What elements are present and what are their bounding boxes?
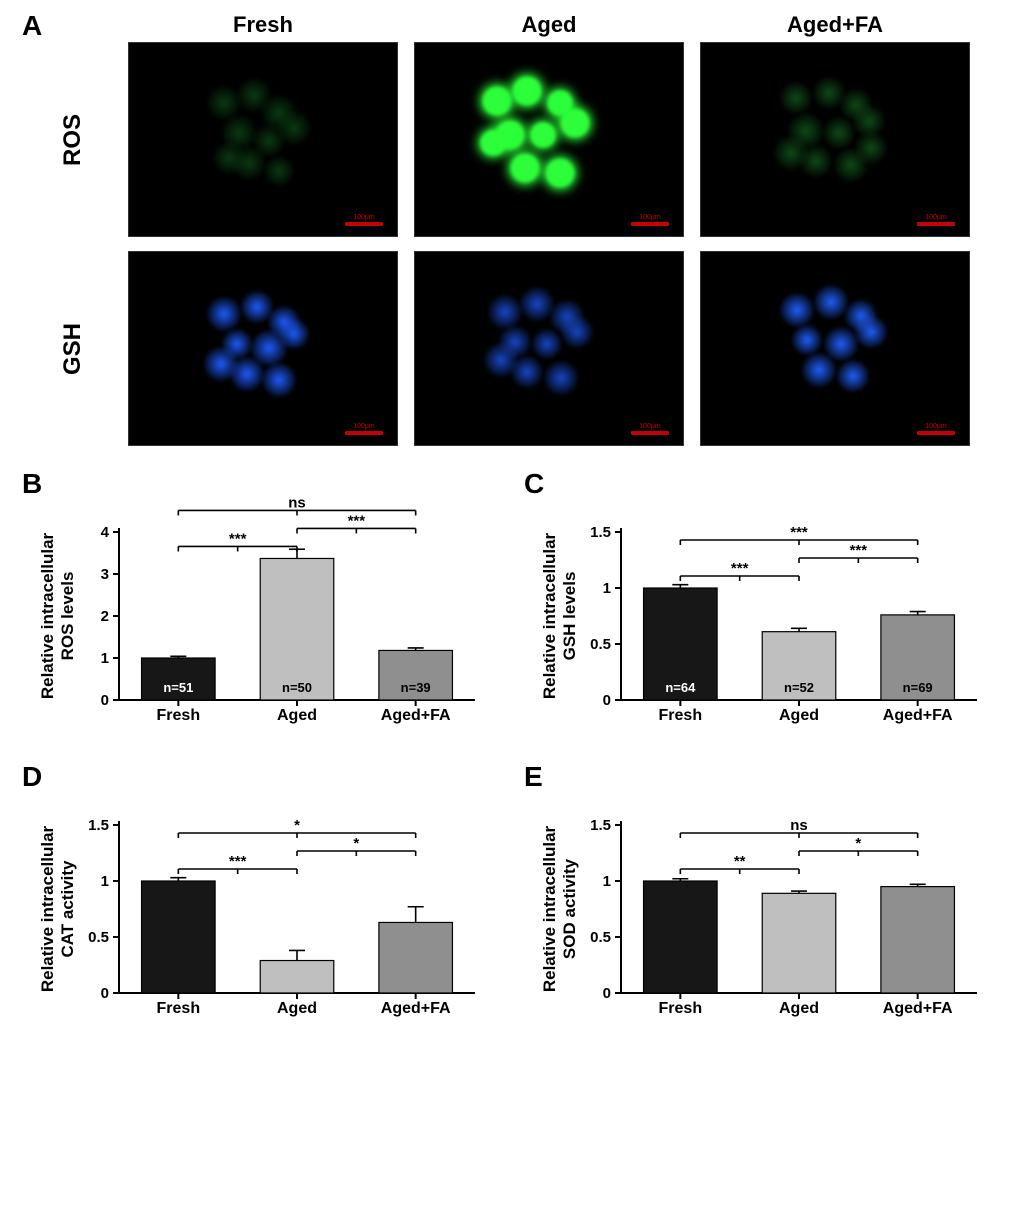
image-row-gsh: GSH 100μm 100μm 100μm [18, 251, 1002, 446]
svg-text:0: 0 [101, 692, 109, 709]
row-label-gsh: GSH [59, 294, 87, 404]
svg-text:Aged+FA: Aged+FA [381, 1000, 451, 1017]
panel-a: A Fresh Aged Aged+FA ROS100μm100μm100μmG… [18, 12, 1002, 446]
scale-bar: 100μm [631, 423, 669, 435]
panel-b: B 01234Relative intracellularROS levelsF… [28, 474, 490, 739]
micrograph: 100μm [700, 42, 970, 237]
svg-text:***: *** [790, 524, 808, 541]
svg-text:*: * [855, 835, 861, 852]
scale-bar: 100μm [917, 423, 955, 435]
panel-a-label: A [22, 10, 42, 42]
svg-text:0: 0 [603, 985, 611, 1002]
svg-text:1: 1 [603, 580, 611, 597]
svg-text:Relative intracellular: Relative intracellular [540, 825, 559, 992]
svg-text:Fresh: Fresh [157, 707, 201, 724]
svg-text:1: 1 [603, 873, 611, 890]
svg-text:4: 4 [101, 524, 110, 541]
chart-gsh: 0 0.5 1 1.5 Relative intracellularGSH levels… [530, 474, 992, 734]
panel-e-label: E [524, 761, 543, 793]
panel-c: C 00.511.5Relative intracellularGSH leve… [530, 474, 992, 739]
svg-text:***: *** [348, 512, 366, 529]
svg-text:1.5: 1.5 [88, 817, 109, 834]
svg-text:SOD activity: SOD activity [560, 858, 579, 959]
col-header-fresh: Fresh [128, 12, 398, 38]
micrograph: 100μm [700, 251, 970, 446]
svg-text:Aged: Aged [277, 707, 317, 724]
chart-sod: 0 0.5 1 1.5 Relative intracellularSOD activi… [530, 767, 992, 1027]
svg-text:0: 0 [101, 985, 109, 1002]
svg-text:0.5: 0.5 [590, 929, 611, 946]
svg-text:Relative intracellular: Relative intracellular [540, 532, 559, 699]
svg-text:Fresh: Fresh [659, 707, 703, 724]
micrograph: 100μm [414, 42, 684, 237]
svg-text:n=69: n=69 [903, 680, 933, 695]
svg-text:1: 1 [101, 873, 109, 890]
svg-text:***: *** [229, 853, 247, 870]
charts-grid: B 01234Relative intracellularROS levelsF… [18, 474, 1002, 1032]
panel-d-label: D [22, 761, 42, 793]
scale-bar: 100μm [631, 214, 669, 226]
svg-text:n=39: n=39 [401, 680, 431, 695]
svg-text:2: 2 [101, 608, 109, 625]
svg-text:Fresh: Fresh [659, 1000, 703, 1017]
svg-text:3: 3 [101, 566, 109, 583]
svg-text:CAT activity: CAT activity [58, 860, 77, 958]
svg-text:Aged: Aged [277, 1000, 317, 1017]
scientific-figure: A Fresh Aged Aged+FA ROS100μm100μm100μmG… [0, 0, 1020, 1056]
svg-text:1.5: 1.5 [590, 524, 611, 541]
panel-a-column-headers: Fresh Aged Aged+FA [128, 12, 1002, 38]
micrograph: 100μm [414, 251, 684, 446]
micrograph: 100μm [128, 42, 398, 237]
svg-text:GSH levels: GSH levels [560, 572, 579, 661]
svg-text:0.5: 0.5 [590, 636, 611, 653]
svg-text:0: 0 [603, 692, 611, 709]
panel-b-label: B [22, 468, 42, 500]
chart-cat: 0 0.5 1 1.5 Relative intracellularCAT activi… [28, 767, 490, 1027]
svg-text:Aged: Aged [779, 1000, 819, 1017]
svg-text:n=51: n=51 [163, 680, 193, 695]
scale-bar: 100μm [345, 423, 383, 435]
svg-text:ns: ns [288, 494, 306, 511]
svg-text:*: * [294, 817, 300, 834]
svg-text:Aged+FA: Aged+FA [381, 707, 451, 724]
svg-text:n=52: n=52 [784, 680, 814, 695]
svg-text:***: *** [229, 530, 247, 547]
svg-text:Relative intracellular: Relative intracellular [38, 825, 57, 992]
col-header-aged: Aged [414, 12, 684, 38]
svg-text:*: * [353, 835, 359, 852]
svg-text:1: 1 [101, 650, 109, 667]
micrograph: 100μm [128, 251, 398, 446]
svg-text:ROS levels: ROS levels [58, 572, 77, 661]
row-label-ros: ROS [59, 85, 87, 195]
svg-text:0.5: 0.5 [88, 929, 109, 946]
svg-text:***: *** [850, 542, 868, 559]
svg-text:Aged+FA: Aged+FA [883, 1000, 953, 1017]
scale-bar: 100μm [345, 214, 383, 226]
image-row-ros: ROS 100μm 100μm 100μm [18, 42, 1002, 237]
svg-text:Relative intracellular: Relative intracellular [38, 532, 57, 699]
svg-text:1.5: 1.5 [590, 817, 611, 834]
svg-text:***: *** [731, 560, 749, 577]
scale-bar: 100μm [917, 214, 955, 226]
chart-ros: 0 1 2 3 4 Relative intracellularROS levels Fre… [28, 474, 490, 734]
panel-c-label: C [524, 468, 544, 500]
svg-text:ns: ns [790, 817, 808, 834]
svg-text:n=64: n=64 [665, 680, 696, 695]
svg-text:n=50: n=50 [282, 680, 312, 695]
svg-text:Aged+FA: Aged+FA [883, 707, 953, 724]
panel-e: E 00.511.5Relative intracellularSOD acti… [530, 767, 992, 1032]
svg-text:**: ** [734, 853, 746, 870]
col-header-aged-fa: Aged+FA [700, 12, 970, 38]
panel-d: D 00.511.5Relative intracellularCAT acti… [28, 767, 490, 1032]
svg-text:Aged: Aged [779, 707, 819, 724]
svg-text:Fresh: Fresh [157, 1000, 201, 1017]
